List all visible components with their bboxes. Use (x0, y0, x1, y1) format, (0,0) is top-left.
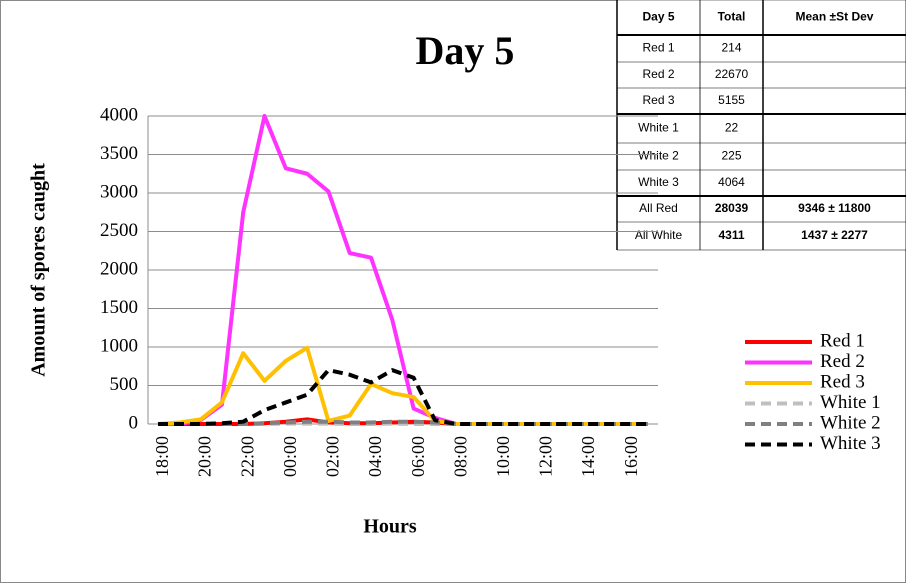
y-tick-label: 4000 (100, 104, 138, 125)
x-tick-label: 18:00 (152, 436, 172, 477)
table-cell: Day 5 (642, 10, 674, 24)
table-cell: 28039 (715, 201, 749, 215)
x-tick-label: 02:00 (323, 436, 343, 477)
table-cell: White 3 (638, 175, 679, 189)
y-tick-label: 500 (110, 374, 139, 395)
x-tick-label: 06:00 (408, 436, 428, 477)
y-axis-label: Amount of spores caught (28, 163, 50, 377)
x-tick-label: 12:00 (536, 436, 556, 477)
table-cell: 9346 ± 11800 (798, 201, 871, 215)
legend-label: White 1 (820, 392, 881, 413)
table-cell: 1437 ± 2277 (801, 228, 868, 242)
x-tick-label: 08:00 (450, 436, 470, 477)
x-tick-label: 22:00 (237, 436, 257, 477)
table-cell: White 2 (638, 149, 679, 163)
table-cell: White 1 (638, 121, 679, 135)
legend-label: Red 1 (820, 330, 865, 351)
x-axis-label: Hours (363, 516, 417, 538)
chart-title: Day 5 (416, 28, 515, 73)
table-bg (617, 0, 906, 250)
table-cell: 22 (725, 121, 739, 135)
table-cell: 4064 (718, 175, 745, 189)
table-cell: Total (718, 10, 746, 24)
legend-label: Red 2 (820, 351, 865, 372)
y-tick-label: 3000 (100, 181, 138, 202)
table-cell: Mean ±St Dev (796, 10, 874, 24)
table-cell: Red 3 (642, 93, 674, 107)
y-tick-label: 3500 (100, 143, 138, 164)
legend-label: Red 3 (820, 371, 865, 392)
table-cell: 214 (721, 41, 741, 55)
table-cell: All White (635, 228, 683, 242)
table-cell: All Red (639, 201, 678, 215)
table-cell: 225 (721, 149, 741, 163)
table-cell: 4311 (718, 228, 744, 242)
y-tick-label: 2000 (100, 258, 138, 279)
table-cell: 5155 (718, 93, 745, 107)
y-tick-label: 1500 (100, 297, 138, 318)
y-tick-label: 2500 (100, 220, 138, 241)
x-tick-label: 14:00 (578, 436, 598, 477)
x-tick-label: 20:00 (195, 436, 215, 477)
legend-label: White 2 (820, 412, 881, 433)
table-cell: 22670 (715, 67, 749, 81)
x-tick-label: 00:00 (280, 436, 300, 477)
y-tick-label: 0 (129, 412, 139, 433)
legend-label: White 3 (820, 433, 881, 454)
x-tick-label: 10:00 (493, 436, 513, 477)
x-tick-label: 16:00 (621, 436, 641, 477)
y-tick-label: 1000 (100, 335, 138, 356)
table-cell: Red 2 (642, 67, 674, 81)
table: Day 5 Total Mean ±St Dev Red 1 214 Red 2 22670… (616, 0, 906, 251)
table-cell: Red 1 (642, 41, 674, 55)
series-line (158, 419, 648, 426)
series-line (158, 368, 648, 426)
x-tick-label: 04:00 (365, 436, 385, 477)
